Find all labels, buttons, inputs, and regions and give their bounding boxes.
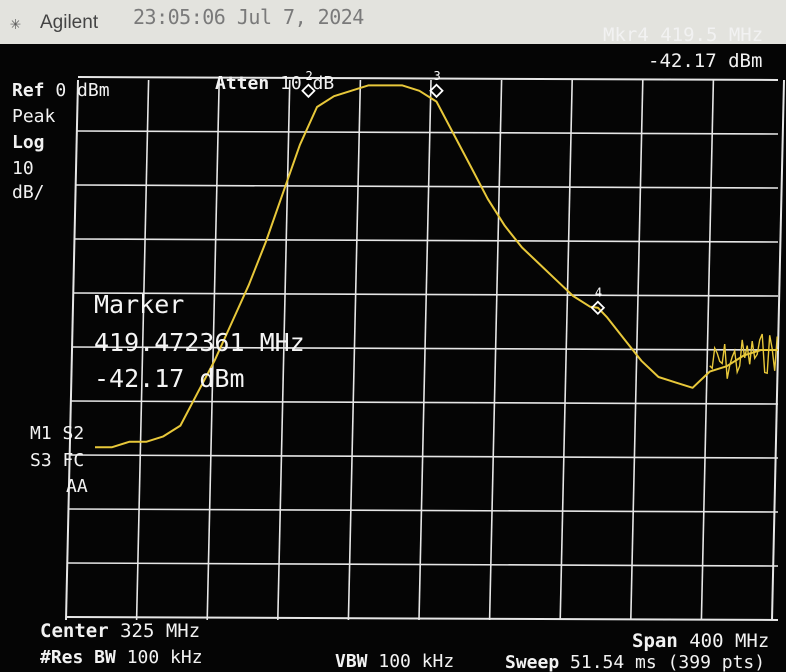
span-label: Span: [632, 630, 678, 652]
grid-horizontal-line: [76, 130, 779, 135]
grid-horizontal-line: [69, 454, 779, 459]
atten-label: Atten: [215, 73, 270, 94]
grid-vertical-line: [277, 79, 291, 621]
grid-horizontal-line: [67, 562, 779, 567]
grid-horizontal-line: [71, 346, 779, 351]
marker-3-label: 3: [434, 69, 441, 83]
top-bar: ✳ Agilent 23:05:06 Jul 7, 2024: [0, 0, 786, 44]
marker-4-label: 4: [595, 286, 602, 300]
marker-readout-line1: Mkr4 419.5 MHz: [603, 24, 763, 46]
attenuation: Atten 10 dB: [215, 73, 334, 94]
rbw-label: #Res BW: [40, 647, 116, 668]
rbw-value: 100 kHz: [126, 647, 203, 668]
grid-horizontal-line: [74, 238, 779, 243]
grid-vertical-line: [488, 79, 503, 621]
span-frequency: Span 400 MHz: [632, 630, 769, 652]
grid-vertical-line: [559, 79, 573, 621]
marker-4-diamond: [590, 300, 606, 315]
grid-horizontal-line: [75, 184, 779, 189]
grid-horizontal-line: [65, 616, 779, 621]
grid-vertical-line: [135, 79, 150, 621]
marker-3-diamond: [429, 83, 444, 99]
grid-horizontal-line: [70, 400, 779, 405]
time: 23:05:06: [133, 5, 226, 29]
marker-popup-frequency: 419.472361 MHz: [94, 328, 305, 357]
scale-type: Log: [12, 132, 45, 153]
status-line-2: S3 FC: [30, 450, 85, 471]
grid-horizontal-line: [73, 292, 779, 297]
sweep-label: Sweep: [505, 652, 560, 672]
grid-vertical-line: [206, 79, 220, 621]
status-line-3: AA: [66, 476, 88, 497]
marker-amplitude: -42.17 dBm: [648, 50, 763, 72]
scale-unit: dB/: [12, 182, 45, 203]
marker-label: Mkr4: [603, 24, 649, 46]
vbw-label: VBW: [335, 651, 368, 672]
spectrum-trace: [95, 84, 778, 449]
video-bandwidth: VBW 100 kHz: [335, 651, 454, 672]
grid-horizontal-line: [77, 76, 779, 81]
grid-vertical-line: [347, 79, 362, 621]
atten-value: 10 dB: [280, 73, 335, 94]
marker-frequency: 419.5 MHz: [660, 24, 764, 46]
datetime: 23:05:06 Jul 7, 2024: [133, 5, 364, 29]
ref-level: Ref 0 dBm: [12, 80, 110, 101]
scale-value: 10: [12, 158, 34, 179]
center-value: 325 MHz: [120, 620, 201, 642]
vbw-value: 100 kHz: [378, 651, 455, 672]
brand-name: Agilent: [40, 12, 99, 33]
marker-2-diamond: [301, 83, 316, 99]
grid-horizontal-line: [68, 508, 779, 513]
agilent-logo-icon: ✳: [10, 13, 21, 34]
center-frequency: Center 325 MHz: [40, 620, 200, 642]
sweep-time: Sweep 51.54 ms (399 pts): [505, 652, 765, 672]
resolution-bandwidth: #Res BW 100 kHz: [40, 647, 203, 668]
marker-2-label: 2: [305, 69, 312, 83]
noise-floor-trace: [709, 333, 778, 379]
grid-vertical-line: [65, 79, 79, 621]
ref-value: 0 dBm: [55, 80, 110, 101]
sweep-value: 51.54 ms (399 pts): [570, 652, 766, 672]
marker-popup-title: Marker: [94, 290, 185, 319]
date: Jul 7, 2024: [236, 5, 364, 29]
status-line-1: M1 S2: [30, 423, 85, 444]
detector-mode: Peak: [12, 106, 56, 127]
ref-label: Ref: [12, 80, 45, 101]
span-value: 400 MHz: [689, 630, 770, 652]
marker-popup-amplitude: -42.17 dBm: [94, 364, 245, 393]
grid-vertical-line: [418, 79, 432, 621]
center-label: Center: [40, 620, 109, 642]
